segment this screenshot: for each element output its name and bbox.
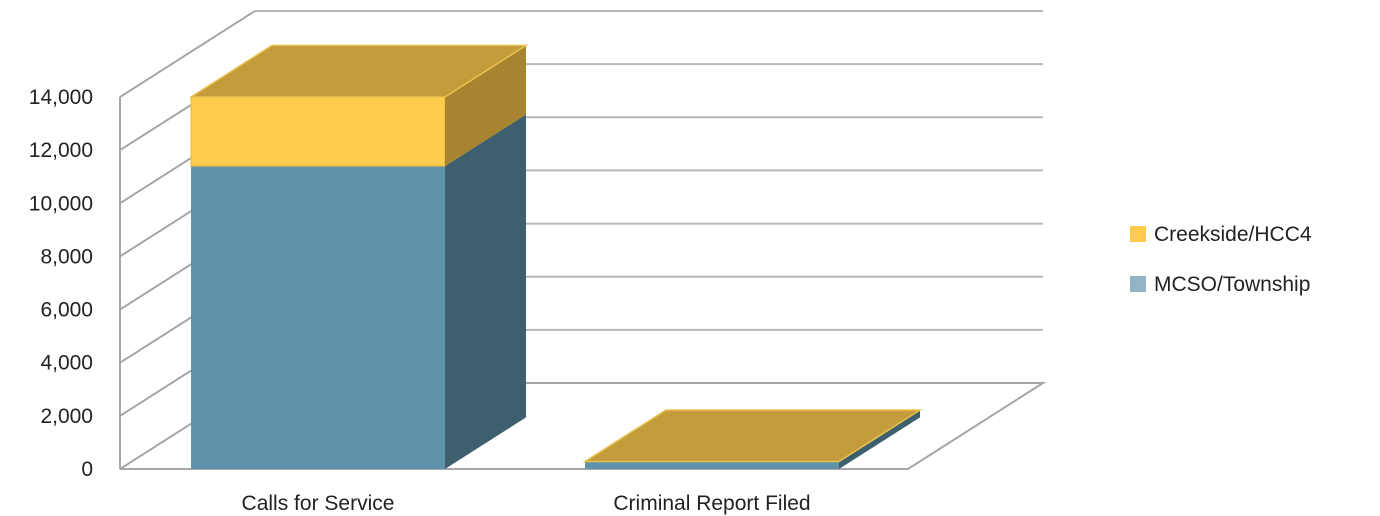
- y-axis-tick-labels: 0 2,000 4,000 6,000 8,000 10,000 12,000 14,000: [29, 86, 93, 481]
- x-tick-label: Calls for Service: [242, 492, 395, 515]
- bar-side: [445, 45, 526, 167]
- y-tick-label: 6,000: [40, 299, 93, 322]
- bar-front: [585, 461, 839, 469]
- bar-front: [190, 96, 446, 167]
- legend: Creekside/HCC4 MCSO/Township: [1130, 223, 1312, 296]
- x-axis-tick-labels: Calls for Service Criminal Report Filed: [242, 492, 811, 515]
- y-tick-label: 14,000: [29, 86, 93, 109]
- bars: [188, 44, 923, 470]
- bar-side: [839, 409, 920, 469]
- side-gridline: [119, 10, 256, 98]
- bar-top: [582, 409, 923, 463]
- legend-label: MCSO/Township: [1154, 273, 1310, 296]
- y-tick-label: 10,000: [29, 192, 93, 215]
- y-tick-label: 8,000: [40, 245, 93, 268]
- legend-label: Creekside/HCC4: [1154, 223, 1312, 246]
- y-tick-label: 2,000: [40, 405, 93, 428]
- bar-side: [445, 114, 526, 469]
- bar-front: [191, 166, 445, 470]
- legend-swatch: [1130, 276, 1146, 292]
- x-tick-label: Criminal Report Filed: [613, 492, 810, 515]
- y-tick-label: 0: [81, 458, 93, 481]
- y-tick-label: 4,000: [40, 352, 93, 375]
- y-tick-label: 12,000: [29, 139, 93, 162]
- legend-swatch: [1130, 226, 1146, 242]
- bar-top: [188, 44, 529, 98]
